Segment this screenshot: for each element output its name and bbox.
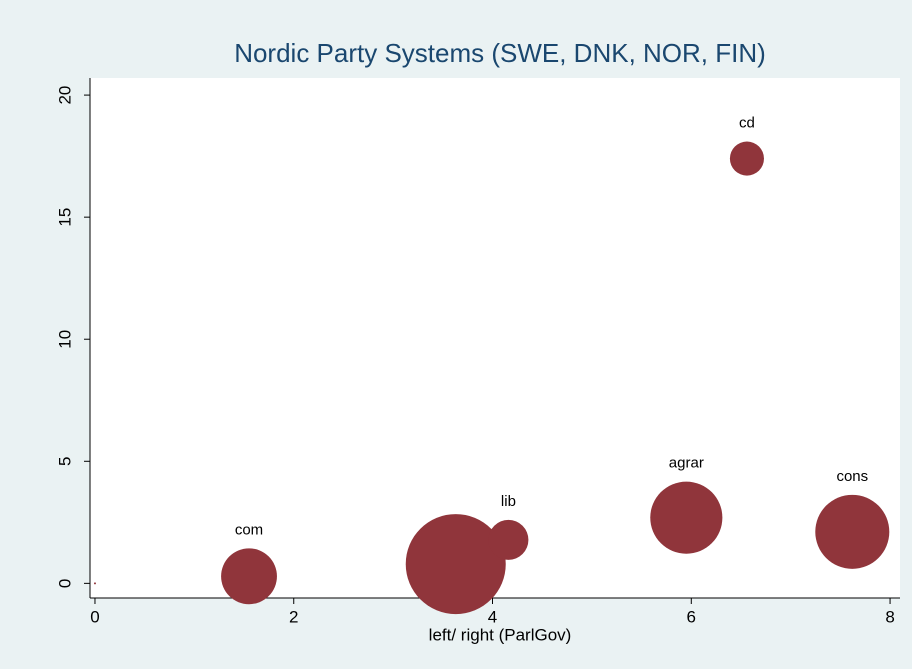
x-tick-label: 2 (289, 607, 298, 626)
bubble (650, 481, 723, 554)
y-tick-label: 15 (55, 208, 74, 227)
bubble (729, 141, 764, 176)
bubble (488, 519, 529, 560)
x-tick-label: 8 (885, 607, 894, 626)
x-axis-title: left/ right (ParlGov) (429, 625, 572, 644)
bubble-label: agrar (669, 455, 704, 472)
chart-title: Nordic Party Systems (SWE, DNK, NOR, FIN… (234, 38, 766, 68)
y-tick-label: 0 (55, 579, 74, 588)
bubble (815, 494, 890, 569)
x-tick-label: 4 (488, 607, 497, 626)
x-tick-label: 0 (90, 607, 99, 626)
y-tick-label: 20 (55, 86, 74, 105)
bubble (405, 514, 506, 615)
x-tick-label: 6 (687, 607, 696, 626)
bubble-label: com (235, 521, 263, 538)
bubble-label: cons (836, 468, 868, 485)
bubble (93, 582, 96, 585)
bubble-label: cd (739, 115, 755, 132)
bubble (221, 548, 277, 605)
y-tick-label: 5 (55, 457, 74, 466)
plot-area (90, 78, 900, 598)
y-tick-label: 10 (55, 330, 74, 349)
bubble-label: lib (501, 493, 516, 510)
